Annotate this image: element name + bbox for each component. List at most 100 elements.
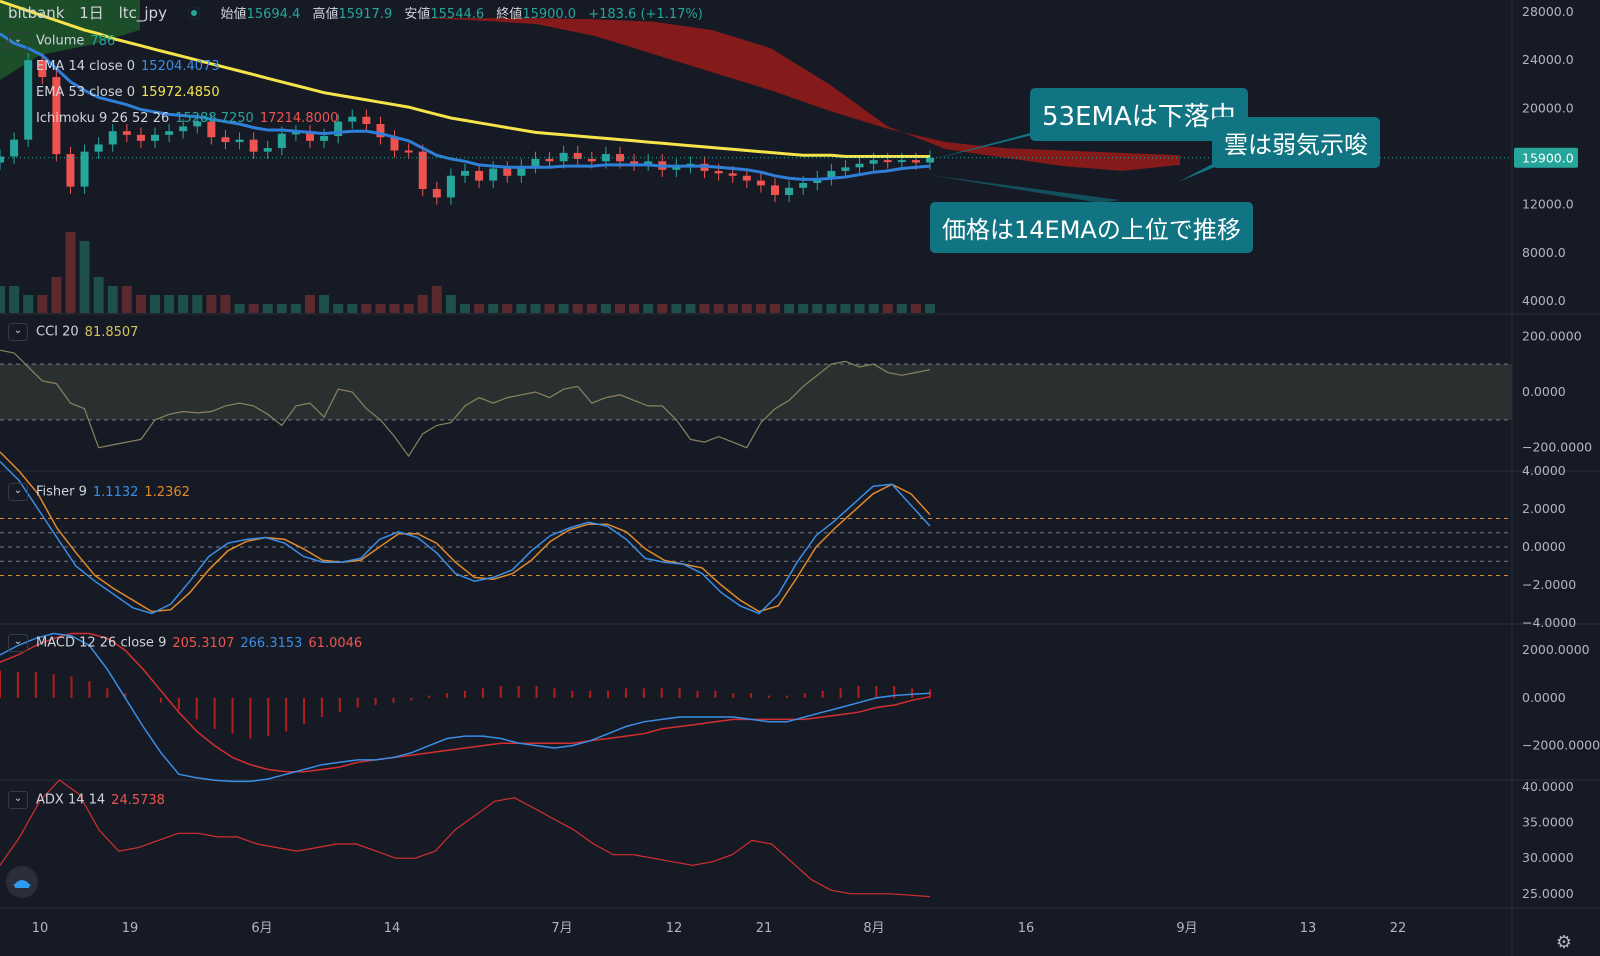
tradingview-logo[interactable] — [6, 866, 38, 898]
ohlc-open-label: 始値 — [220, 7, 247, 22]
candle-body — [771, 185, 779, 196]
volume-bar — [206, 295, 217, 313]
legend-fisher[interactable]: ⌄ Fisher 9 1.1132 1.2362 — [8, 483, 190, 501]
volume-bar — [826, 304, 837, 313]
legend-ema14[interactable]: EMA 14 close 0 15204.4073 — [36, 59, 220, 75]
volume-bar — [150, 295, 160, 313]
candle-body — [94, 144, 103, 152]
volume-bar — [657, 304, 668, 313]
volume-bar — [544, 304, 555, 313]
legend-ichimoku-name: Ichimoku 9 26 52 26 — [36, 111, 170, 126]
candle-body — [38, 60, 47, 78]
candle-body — [52, 77, 61, 155]
volume-bar — [445, 295, 456, 313]
legend-adx[interactable]: ⌄ ADX 14 14 24.5738 — [8, 791, 165, 809]
time-axis-tick: 19 — [122, 921, 139, 936]
last-price-label-bg — [1514, 147, 1578, 168]
time-axis-tick: 6月 — [251, 921, 272, 936]
candle-body — [108, 131, 117, 145]
chevron-down-icon[interactable]: ⌄ — [8, 483, 28, 501]
price-axis-tick: 24000.0 — [1522, 52, 1574, 67]
chevron-down-icon[interactable]: ⌄ — [8, 791, 28, 809]
legend-macd-value-1: 205.3107 — [172, 635, 235, 651]
candle-body — [756, 180, 765, 186]
macd-axis-tick: −2000.0000 — [1522, 738, 1600, 753]
price-axis-tick: 4000.0 — [1522, 293, 1566, 308]
volume-bar — [51, 277, 62, 313]
cci-axis-tick: 200.0000 — [1522, 328, 1582, 343]
volume-bar — [925, 304, 935, 313]
volume-bar — [840, 304, 851, 313]
fisher-axis-tick: 0.0000 — [1522, 539, 1566, 554]
candle-body — [644, 161, 653, 164]
chevron-down-icon[interactable]: ⌄ — [8, 634, 28, 652]
volume-bar — [615, 304, 625, 313]
candle-body — [926, 157, 934, 163]
candle-body — [165, 131, 174, 135]
legend-ema14-value: 15204.4073 — [141, 59, 220, 74]
candle-body — [911, 160, 920, 163]
volume-bar — [671, 304, 682, 313]
legend-macd[interactable]: ⌄ MACD 12 26 close 9 205.3107 266.3153 61.00… — [8, 634, 362, 652]
adx-axis-tick: 35.0000 — [1522, 815, 1574, 830]
legend-volume-value: 786 — [90, 33, 116, 49]
adx-axis-tick: 40.0000 — [1522, 779, 1574, 794]
price-axis-tick: 8000.0 — [1522, 245, 1566, 260]
candle-body — [404, 150, 413, 153]
legend-macd-value-2: 266.3153 — [240, 635, 303, 651]
ichimoku-cloud-bullish — [0, 0, 140, 80]
cci-band — [0, 364, 1512, 420]
volume-bar — [361, 304, 372, 313]
candle-body — [531, 158, 540, 167]
last-price-label: 15900.0 — [1522, 151, 1574, 166]
candle-body — [362, 116, 371, 124]
ohlc-close-value: 15900.0 — [522, 7, 577, 22]
legend-ichimoku[interactable]: Ichimoku 9 26 52 26 15288.7250 17214.8000 — [36, 111, 338, 127]
volume-bar — [431, 286, 442, 313]
candle-body — [728, 173, 737, 176]
time-axis-tick: 14 — [384, 921, 401, 936]
ema14-line — [0, 32, 931, 181]
volume-bar — [121, 286, 132, 313]
volume-bar — [276, 304, 287, 313]
candle-body — [235, 139, 244, 143]
candle-body — [390, 137, 399, 151]
volume-bar — [502, 304, 513, 313]
legend-cci[interactable]: ⌄ CCI 20 81.8507 — [8, 323, 138, 341]
volume-bar — [460, 304, 470, 313]
fisher-axis-tick: 2.0000 — [1522, 501, 1566, 516]
chevron-down-icon[interactable]: ⌄ — [8, 32, 28, 50]
callout-14ema: 価格は14EMAの上位で推移 — [930, 202, 1253, 253]
fisher-trigger-line — [0, 451, 931, 613]
volume-bar — [558, 304, 569, 313]
time-axis-tick: 12 — [666, 921, 683, 936]
legend-cci-name: CCI 20 — [36, 324, 79, 340]
candle-body — [573, 152, 582, 159]
candle-body — [446, 175, 455, 198]
candle-body — [418, 151, 427, 190]
cci-line — [0, 349, 931, 458]
candle-body — [601, 154, 610, 162]
gear-icon[interactable]: ⚙ — [1555, 932, 1572, 953]
interval-label[interactable]: 1日 — [79, 4, 104, 22]
fisher-axis-tick: −2.0000 — [1522, 577, 1576, 592]
chevron-down-icon[interactable]: ⌄ — [8, 323, 28, 341]
macd-line — [0, 632, 931, 783]
candle-body — [277, 133, 286, 149]
time-axis-tick: 9月 — [1176, 921, 1197, 936]
candle-body — [714, 170, 723, 174]
candle-body — [841, 167, 850, 171]
macd-axis-tick: 0.0000 — [1522, 690, 1566, 705]
volume-bar — [854, 304, 865, 313]
legend-ema53[interactable]: EMA 53 close 0 15972.4850 — [36, 85, 220, 101]
symbol-name[interactable]: ltc_jpy — [118, 4, 167, 22]
legend-volume[interactable]: ⌄ Volume 786 — [8, 32, 115, 50]
candle-body — [136, 134, 145, 141]
candle-body — [24, 60, 33, 140]
market-status-icon — [187, 7, 200, 19]
candle-body — [334, 121, 343, 137]
candle-body — [306, 132, 314, 141]
volume-bar — [643, 304, 654, 313]
